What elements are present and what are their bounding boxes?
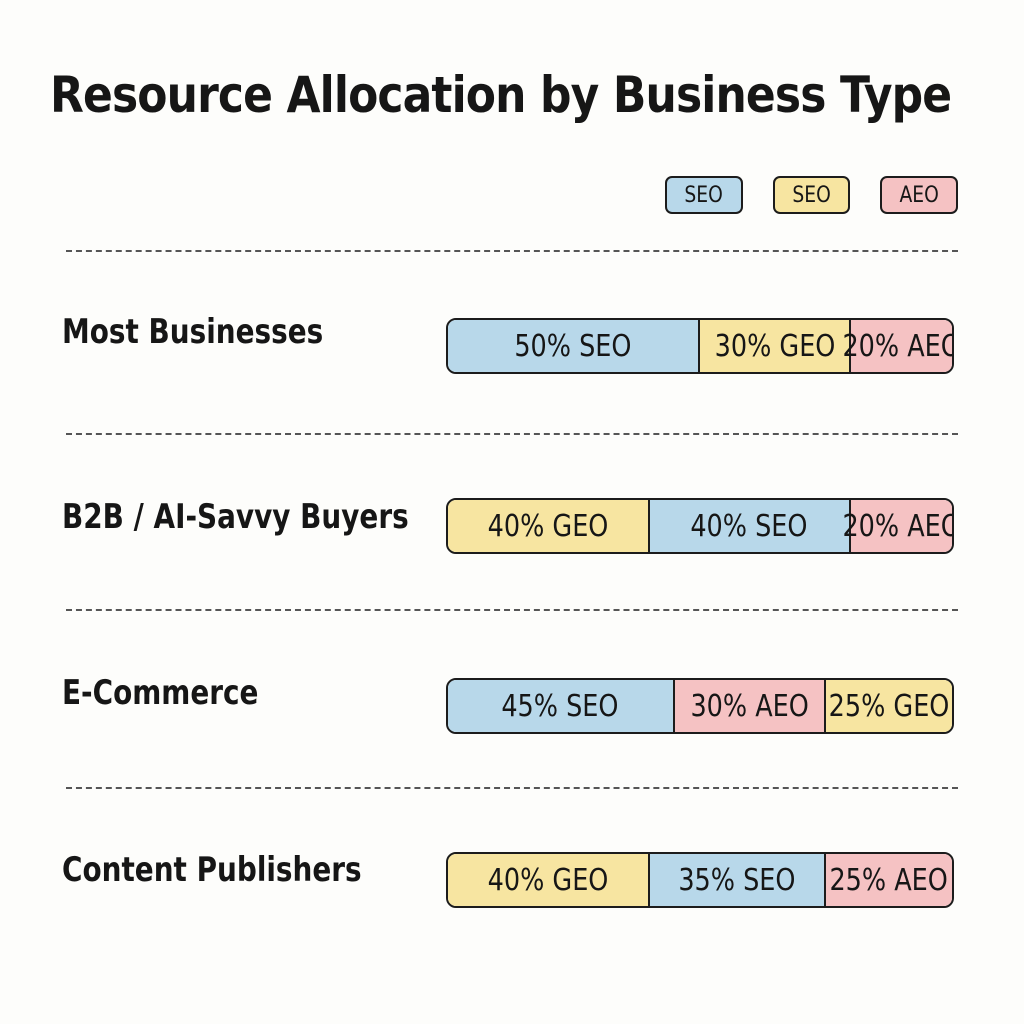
stacked-bar: 40% GEO 40% SEO 20% AEO (446, 498, 954, 554)
legend-item: SEO (665, 176, 743, 214)
segment-label: 40% SEO (690, 508, 808, 544)
segment-label: 40% GEO (487, 862, 609, 898)
bar-segment-seo: 35% SEO (649, 854, 826, 906)
bar-segment-geo: 40% GEO (448, 500, 650, 552)
segment-label: 30% GEO (714, 328, 835, 364)
chart-title: Resource Allocation by Business Type (50, 66, 952, 124)
row-label: Most Businesses (62, 312, 324, 352)
bar-segment-seo: 40% SEO (649, 500, 852, 552)
stacked-bar: 40% GEO 35% SEO 25% AEO (446, 852, 954, 908)
segment-label: 30% AEO (690, 688, 809, 724)
bar-segment-aeo: 20% AEO (842, 320, 952, 372)
segment-label: 35% SEO (678, 862, 796, 898)
divider (66, 787, 958, 789)
stacked-bar: 45% SEO 30% AEO 25% GEO (446, 678, 954, 734)
stacked-bar: 50% SEO 30% GEO 20% AEO (446, 318, 954, 374)
legend-label: SEO (684, 182, 724, 208)
divider (66, 609, 958, 611)
divider (66, 250, 958, 252)
row-label: E-Commerce (62, 673, 259, 713)
segment-label: 25% AEO (829, 862, 949, 898)
segment-label: 20% AEO (842, 328, 954, 364)
segment-label: 45% SEO (501, 688, 619, 724)
segment-label: 40% GEO (487, 508, 609, 544)
bar-segment-seo: 45% SEO (448, 680, 675, 732)
legend: SEO SEO AEO (665, 176, 958, 214)
segment-label: 20% AEO (842, 508, 954, 544)
bar-segment-geo: 25% GEO (825, 680, 952, 732)
legend-label: SEO (791, 182, 831, 208)
segment-label: 50% SEO (514, 328, 632, 364)
row-label: B2B / AI-Savvy Buyers (62, 497, 409, 537)
bar-segment-geo: 30% GEO (700, 320, 852, 372)
legend-item: AEO (879, 176, 958, 214)
legend-item: SEO (772, 176, 850, 214)
legend-label: AEO (899, 182, 939, 208)
bar-segment-aeo: 20% AEO (842, 500, 952, 552)
row-label: Content Publishers (62, 850, 362, 890)
bar-segment-aeo: 30% AEO (674, 680, 826, 732)
bar-segment-geo: 40% GEO (448, 854, 650, 906)
bar-segment-aeo: 25% AEO (825, 854, 952, 906)
bar-segment-seo: 50% SEO (448, 320, 700, 372)
divider (66, 433, 958, 435)
segment-label: 25% GEO (828, 688, 950, 724)
